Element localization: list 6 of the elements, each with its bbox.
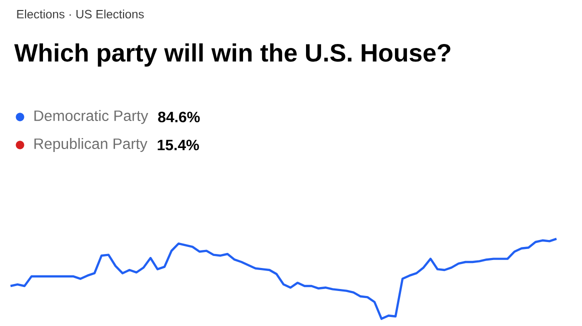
legend-label: Democratic Party bbox=[34, 110, 148, 124]
legend-label: Republican Party bbox=[34, 138, 148, 152]
chart-title: Which party will win the U.S. House? bbox=[14, 43, 450, 67]
text: 84.6% bbox=[158, 112, 200, 122]
chart-subtitle: Elections · US Elections bbox=[17, 10, 144, 18]
text: 15.4% bbox=[158, 140, 199, 150]
